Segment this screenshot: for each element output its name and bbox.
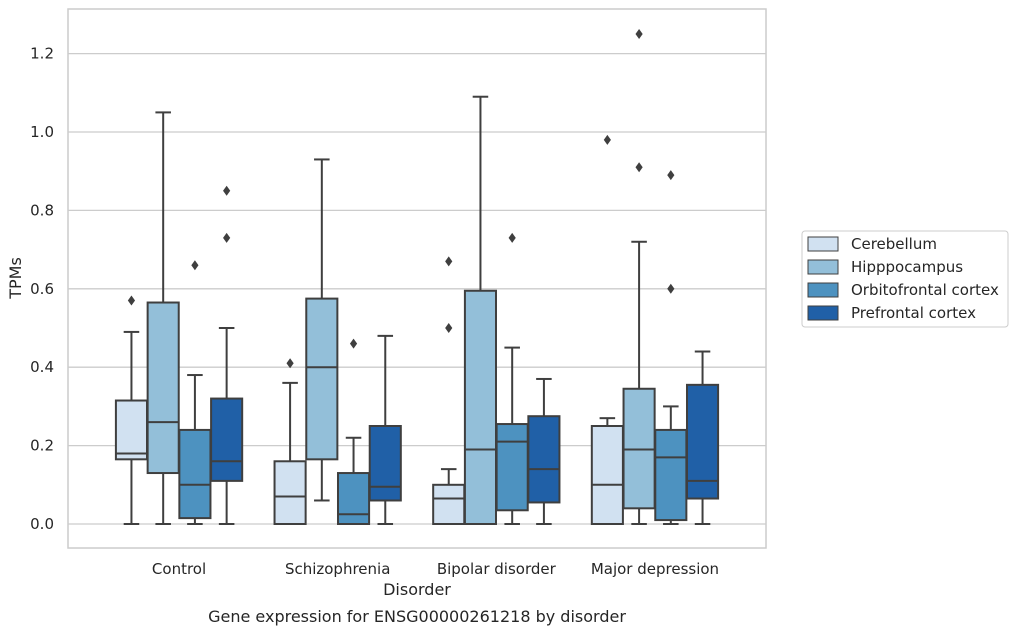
y-tick-label: 1.0 — [30, 123, 54, 141]
box-body — [336, 472, 371, 526]
outlier-point — [635, 29, 643, 39]
legend-swatch — [807, 236, 839, 252]
box-body — [146, 301, 180, 475]
legend-frame — [801, 230, 1009, 328]
y-axis-title: TPMs — [6, 257, 25, 300]
box-body — [463, 289, 498, 526]
y-tick-label: 1.2 — [30, 45, 54, 63]
outlier-point — [445, 256, 453, 267]
x-tick-label: Control — [152, 560, 206, 578]
box-layer — [114, 29, 720, 526]
box-hipppocampus — [622, 29, 656, 525]
box-hipppocampus — [305, 158, 339, 502]
box-orbitofrontal-cortex — [178, 260, 212, 525]
legend-swatch — [807, 282, 839, 298]
box-body — [685, 383, 720, 500]
box-prefrontal-cortex — [685, 350, 720, 525]
outlier-point — [349, 338, 358, 349]
outlier-point — [445, 323, 453, 333]
box-prefrontal-cortex — [527, 377, 561, 525]
plot-frame — [67, 8, 767, 549]
box-cerebellum — [114, 295, 149, 525]
box-prefrontal-cortex — [210, 185, 244, 525]
box-cerebellum — [273, 358, 307, 525]
outlier-point — [127, 295, 136, 306]
box-body — [495, 423, 529, 512]
y-tick-label: 0.4 — [30, 358, 54, 376]
y-tick-label: 0.6 — [30, 280, 54, 298]
outlier-point — [667, 170, 675, 181]
legend-swatch — [807, 305, 839, 321]
legend: Cerebellum Hipppocampus Orbitofrontal cort… — [801, 230, 1009, 328]
chart-caption: Gene expression for ENSG00000261218 by d… — [208, 607, 626, 626]
legend-swatch — [807, 259, 839, 275]
outlier-point — [286, 358, 294, 369]
box-body — [432, 483, 466, 525]
x-tick-label: Major depression — [591, 560, 719, 578]
box-body — [654, 428, 688, 522]
legend-label: Prefrontal cortex — [851, 304, 976, 322]
box-body — [114, 399, 149, 461]
y-tick-label: 0.2 — [30, 437, 54, 455]
outlier-point — [508, 232, 516, 243]
outlier-point — [635, 162, 643, 173]
outlier-point — [191, 260, 199, 271]
box-cerebellum — [432, 256, 466, 525]
box-hipppocampus — [463, 95, 498, 526]
box-body — [210, 397, 244, 482]
box-body — [305, 297, 339, 461]
outlier-point — [603, 134, 611, 145]
y-tick-label: 0.8 — [30, 201, 54, 219]
legend-label: Hipppocampus — [851, 258, 963, 276]
y-tick-label: 0.0 — [30, 515, 54, 533]
legend-label: Orbitofrontal cortex — [851, 281, 999, 299]
box-body — [368, 425, 402, 502]
x-tick-label: Bipolar disorder — [437, 560, 557, 578]
box-body — [178, 428, 212, 520]
box-body — [527, 415, 561, 504]
x-tick-labels: Control Schizophrenia Bipolar disorder Majo… — [152, 560, 719, 578]
box-orbitofrontal-cortex — [654, 170, 688, 525]
legend-items: Cerebellum Hipppocampus Orbitofrontal cort… — [807, 235, 999, 322]
box-body — [590, 425, 624, 525]
box-body — [273, 460, 307, 525]
box-hipppocampus — [146, 111, 180, 525]
box-orbitofrontal-cortex — [495, 232, 529, 525]
outlier-point — [667, 283, 675, 294]
x-tick-label: Schizophrenia — [285, 560, 390, 578]
box-prefrontal-cortex — [368, 334, 402, 525]
box-cerebellum — [590, 134, 624, 525]
outlier-point — [223, 232, 231, 243]
y-tick-labels: 0.0 0.2 0.4 0.6 0.8 1.0 1.2 — [30, 45, 54, 533]
legend-label: Cerebellum — [851, 235, 937, 253]
outlier-point — [223, 185, 231, 196]
box-orbitofrontal-cortex — [336, 338, 371, 526]
x-axis-title: Disorder — [383, 580, 451, 599]
